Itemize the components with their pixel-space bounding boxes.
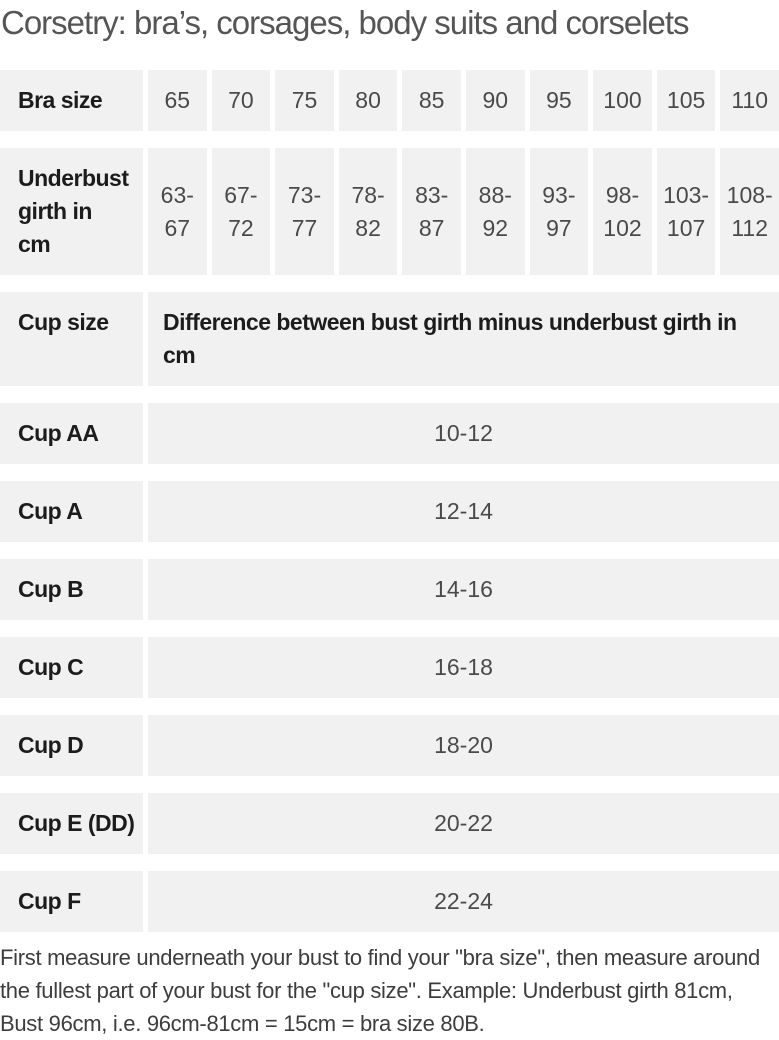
cup-size-description: Difference between bust girth minus unde…	[148, 292, 779, 386]
cup-row-label: Cup C	[0, 637, 143, 698]
bra-size-cell: 75	[275, 70, 334, 131]
cup-row-label: Cup AA	[0, 403, 143, 464]
bra-size-cell: 65	[148, 70, 207, 131]
measurement-note: First measure underneath your bust to fi…	[0, 945, 760, 1036]
bra-size-cell: 105	[656, 70, 716, 131]
cup-row-value: 16-18	[148, 637, 779, 698]
cup-row-label: Cup B	[0, 559, 143, 620]
underbust-range-cell: 103-107	[656, 148, 716, 275]
bra-size-cell: 95	[529, 70, 589, 131]
cup-row-value: 18-20	[148, 715, 779, 776]
underbust-range-cell: 88-92	[465, 148, 525, 275]
underbust-range-cell: 108-112	[720, 148, 779, 275]
bra-size-cell: 85	[402, 70, 461, 131]
bra-size-cell: 80	[338, 70, 398, 131]
bra-size-cell: 100	[593, 70, 652, 131]
cup-row-value: 14-16	[148, 559, 779, 620]
bra-size-cell: 70	[211, 70, 271, 131]
underbust-range-cell: 67-72	[211, 148, 271, 275]
underbust-range-cell: 73-77	[275, 148, 334, 275]
cup-size-header-label: Cup size	[0, 292, 143, 386]
size-table: Bra size 65 70 75 80 85 90 95 100 105 11…	[0, 70, 779, 932]
cup-row-label: Cup A	[0, 481, 143, 542]
cup-row-value: 10-12	[148, 403, 779, 464]
cup-row-label: Cup D	[0, 715, 143, 776]
underbust-range-cell: 98-102	[593, 148, 652, 275]
cup-row-label: Cup F	[0, 871, 143, 932]
cup-row-label: Cup E (DD)	[0, 793, 143, 854]
cup-row-value: 20-22	[148, 793, 779, 854]
page-title: Corsetry: bra’s, corsages, body suits an…	[1, 4, 690, 41]
underbust-range-cell: 78-82	[338, 148, 398, 275]
underbust-range-cell: 83-87	[402, 148, 461, 275]
bra-size-row-label: Bra size	[0, 70, 143, 131]
underbust-row-label: Underbust girth in cm	[0, 148, 143, 275]
underbust-range-cell: 63-67	[148, 148, 207, 275]
bra-size-cell: 90	[465, 70, 525, 131]
cup-row-value: 22-24	[148, 871, 779, 932]
bra-size-cell: 110	[720, 70, 779, 131]
cup-row-value: 12-14	[148, 481, 779, 542]
underbust-range-cell: 93-97	[529, 148, 589, 275]
